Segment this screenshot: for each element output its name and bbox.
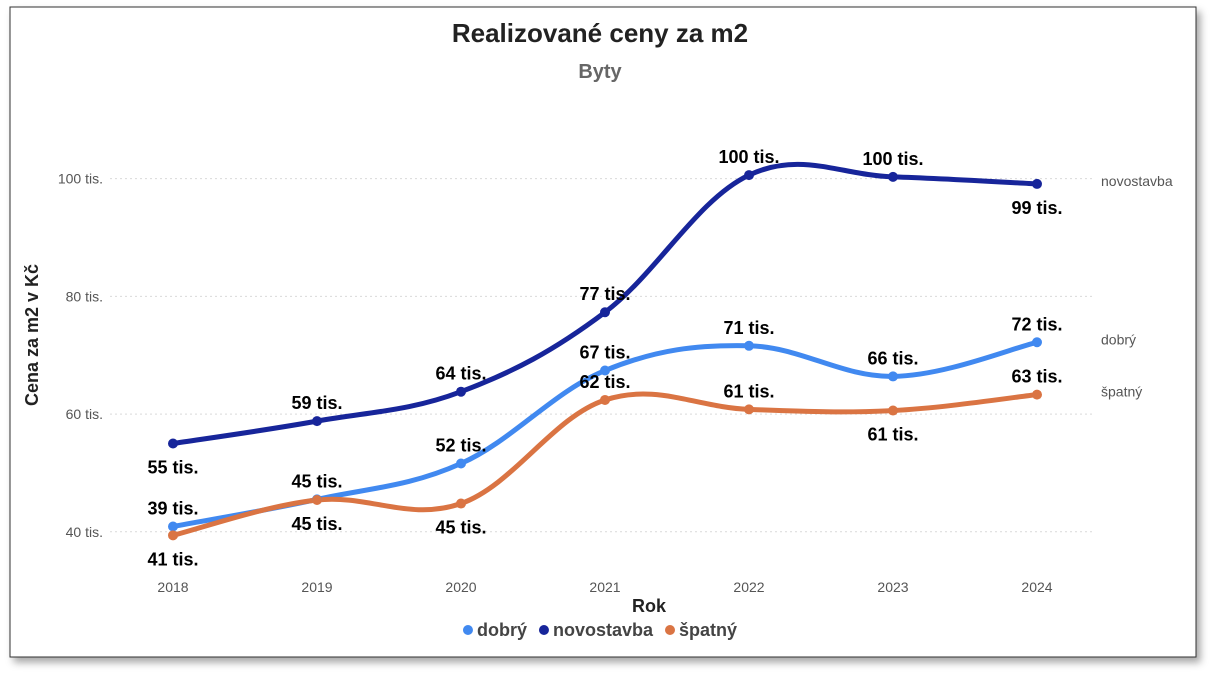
legend-marker-dobry [462,625,473,635]
data-point-dobry [168,521,178,532]
legend-label-dobry: dobrý [477,620,527,640]
data-point-dobry [744,340,754,351]
data-point-spatny [168,530,178,541]
chart-subtitle: Byty [578,61,622,83]
legend-marker-novostavba [538,625,549,635]
data-label-novostavba: 77 tis. [579,284,630,304]
data-label-dobry: 39 tis. [147,499,198,519]
x-tick-label: 2020 [445,579,476,595]
data-point-dobry [1032,337,1042,348]
data-point-novostavba [600,307,610,318]
data-label-spatny: 63 tis. [1011,367,1062,387]
data-point-dobry [600,365,610,376]
data-point-spatny [312,495,322,506]
data-point-dobry [456,458,466,469]
x-tick-label: 2022 [733,579,764,595]
data-label-dobry: 66 tis. [867,348,918,368]
legend-marker-spatny [665,625,676,635]
data-label-spatny: 61 tis. [723,381,774,401]
data-label-spatny: 45 tis. [435,518,486,538]
x-tick-label: 2023 [877,579,908,595]
data-label-novostavba: 55 tis. [147,458,198,478]
series-end-labels: dobrý novostavba špatný [1101,173,1173,400]
chart-title: Realizované ceny za m2 [452,18,748,48]
y-axis-title: Cena za m2 v Kč [22,264,42,406]
x-axis-title: Rok [632,596,667,616]
data-point-spatny [744,404,754,415]
data-label-novostavba: 59 tis. [291,393,342,413]
data-point-spatny [456,498,466,509]
series-end-label-spatny: špatný [1101,384,1142,400]
y-tick-label: 100 tis. [58,171,103,187]
data-label-dobry: 52 tis. [435,436,486,456]
data-point-novostavba [1032,178,1042,189]
data-labels: 39 tis. 45 tis. 52 tis. 67 tis. 71 tis. 66 ti… [147,147,1062,569]
data-label-novostavba: 64 tis. [435,364,486,384]
data-point-spatny [600,394,610,405]
data-point-novostavba [744,170,754,181]
data-label-novostavba: 99 tis. [1011,198,1062,218]
legend-label-novostavba: novostavba [553,620,654,640]
x-tick-label: 2021 [589,579,620,595]
data-label-dobry: 67 tis. [579,343,630,363]
x-tick-label: 2019 [301,579,332,595]
data-point-novostavba [888,171,898,182]
data-point-spatny [888,405,898,416]
y-axis-ticks: 40 tis. 60 tis. 80 tis. 100 tis. [58,171,103,540]
series-end-label-dobry: dobrý [1101,331,1136,347]
data-point-novostavba [312,416,322,427]
data-point-spatny [1032,389,1042,400]
data-label-novostavba: 100 tis. [718,147,779,167]
x-axis-ticks: 2018 2019 2020 2021 2022 2023 2024 [157,579,1052,595]
x-tick-label: 2018 [157,579,188,595]
series-end-label-novostavba: novostavba [1101,173,1173,189]
data-label-dobry: 71 tis. [723,318,774,338]
data-point-dobry [888,371,898,382]
data-label-spatny: 61 tis. [867,425,918,445]
data-point-novostavba [456,386,466,397]
legend-label-spatny: špatný [679,620,737,640]
legend: dobrý novostavba špatný [462,620,737,640]
data-label-spatny: 62 tis. [579,372,630,392]
data-label-dobry: 45 tis. [291,471,342,491]
data-label-spatny: 45 tis. [291,514,342,534]
data-label-novostavba: 100 tis. [862,149,923,169]
y-tick-label: 40 tis. [66,524,103,540]
y-tick-label: 80 tis. [66,288,103,304]
series-points [168,170,1042,541]
data-label-spatny: 41 tis. [147,549,198,569]
x-tick-label: 2024 [1021,579,1052,595]
data-label-dobry: 72 tis. [1011,314,1062,334]
data-point-novostavba [168,438,178,449]
chart-card [9,6,1197,658]
y-tick-label: 60 tis. [66,406,103,422]
